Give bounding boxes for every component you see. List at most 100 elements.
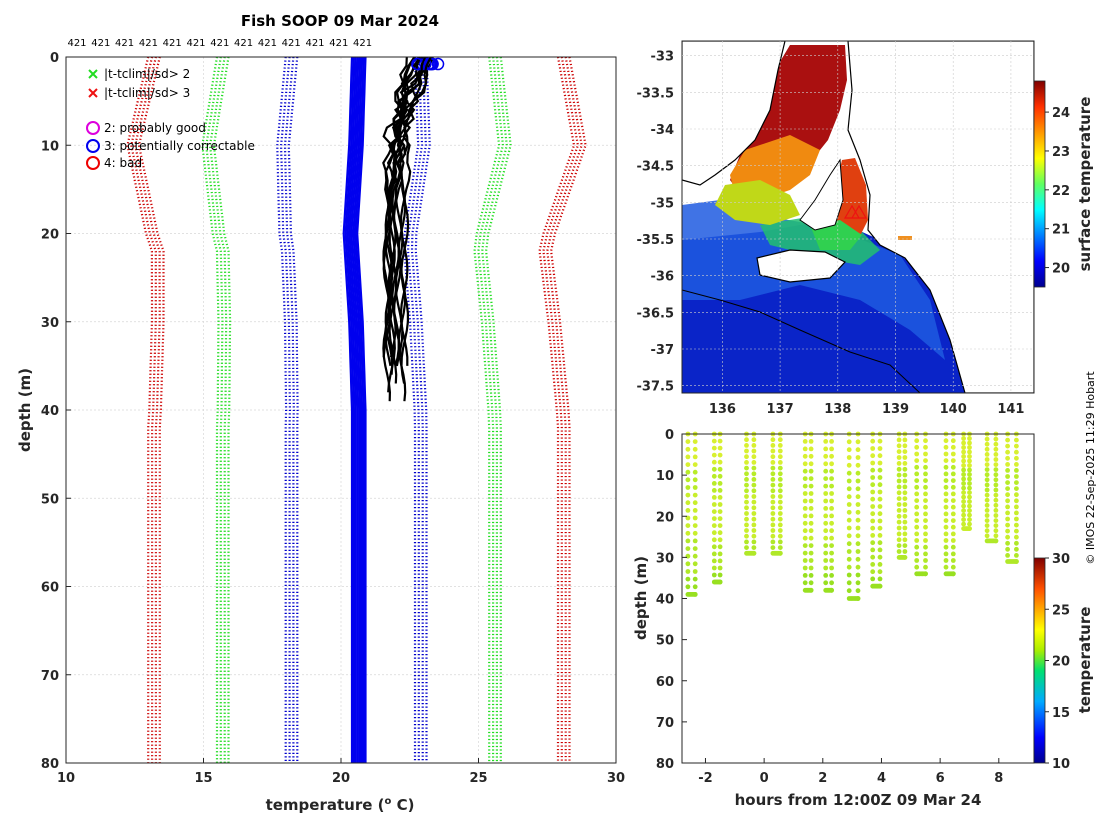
cast-5-up-1	[829, 580, 834, 586]
dt-x-label-5: 8	[994, 771, 1003, 786]
cast-12-up-0	[993, 538, 999, 544]
profile-flag-circle-12	[431, 57, 445, 71]
cast-1-up-4	[717, 551, 723, 557]
cast-10-down-20	[943, 564, 949, 570]
sst-cb-label-1: 21	[1052, 223, 1070, 238]
cast-8-down-3	[896, 449, 902, 454]
cast-7-up-1	[877, 576, 883, 582]
envelope-1-line-2	[205, 56, 224, 763]
cast-11-up-10	[967, 481, 972, 486]
cast-0-down-12	[685, 523, 691, 528]
cast-8-down-14	[896, 513, 902, 519]
cast-1-up-7	[717, 530, 723, 536]
cast-3-down-10	[770, 488, 776, 494]
cast-0-down-15	[685, 546, 691, 551]
offshore-patch	[898, 236, 912, 240]
dt-y-label-7: 70	[656, 716, 674, 731]
dt-x-label-4: 6	[936, 771, 945, 786]
legend-label-0: |t-tclim|/sd> 2	[104, 67, 190, 81]
cast-8-up-16	[902, 461, 908, 466]
envelope-1-line-3	[201, 56, 220, 763]
cast-12-down-15	[984, 508, 990, 513]
cast-1-up-19	[717, 445, 723, 451]
cast-8-up-14	[902, 472, 908, 478]
envelope-3-line-3	[414, 56, 431, 763]
envelope-5-line-0	[538, 56, 576, 763]
cast-1-down-1	[711, 438, 717, 444]
cast-10-up-9	[950, 511, 956, 517]
cast-2-down-11	[744, 494, 749, 499]
cast-8-down-5	[896, 461, 902, 466]
cast-6-down-13	[846, 533, 852, 539]
cast-7-up-7	[877, 533, 883, 538]
cast-1-down-6	[711, 473, 717, 479]
cast-0-up-20	[692, 439, 698, 444]
cast-3-down-8	[770, 477, 776, 482]
cast-3-down-16	[770, 522, 776, 528]
cast-6-down-11	[846, 517, 852, 523]
sst-colorbar-ticks: 20 21 22 23 24	[1045, 106, 1070, 277]
cast-1-down-19	[711, 565, 717, 571]
cast-3-up-13	[777, 477, 783, 482]
cast-7-up-9	[877, 518, 883, 524]
cast-11-down-1	[961, 436, 966, 441]
cast-7-down-9	[870, 496, 876, 502]
cast-2-down-8	[744, 477, 749, 482]
cast-8-up-8	[902, 508, 908, 513]
cast-12-up-12	[993, 477, 999, 483]
cast-9-up-15	[923, 471, 928, 477]
cast-13-up-16	[1014, 462, 1019, 467]
cast-5-down-20	[823, 580, 829, 586]
cast-8-down-1	[896, 437, 902, 443]
cast-8-down-6	[896, 466, 902, 472]
cast-6-up-0	[855, 596, 861, 601]
cast-6-down-1	[846, 439, 852, 445]
map-lat-label-8: -37	[651, 343, 675, 358]
y-tick-label-7: 70	[41, 669, 59, 684]
cast-1-up-3	[717, 558, 723, 564]
cast-0-up-14	[692, 485, 698, 490]
cast-8-up-1	[902, 549, 908, 554]
cast-7-up-10	[877, 511, 883, 517]
cast-7-up-8	[877, 525, 883, 531]
cast-0-up-8	[692, 530, 698, 536]
cast-12-up-18	[993, 446, 999, 452]
cast-6-down-2	[846, 447, 852, 453]
cast-10-down-10	[943, 498, 949, 503]
cast-9-up-8	[923, 518, 928, 523]
cast-12-up-3	[993, 523, 999, 528]
cast-4-down-16	[802, 550, 808, 556]
cast-13-up-3	[1014, 540, 1019, 546]
envelope-3	[403, 56, 431, 763]
cast-3-down-15	[770, 516, 776, 522]
cast-13-up-5	[1014, 528, 1019, 534]
legend-label-4: 4: bad	[104, 156, 142, 170]
cast-0-down-5	[685, 469, 691, 475]
cast-4-up-16	[808, 468, 814, 474]
cast-2-up-5	[751, 522, 757, 528]
cast-13-up-9	[1014, 504, 1019, 510]
top-count-0: 421	[67, 38, 86, 49]
cast-0-up-15	[692, 477, 698, 483]
cast-9-up-3	[923, 551, 928, 557]
cast-8-down-12	[896, 502, 902, 507]
cast-11-up-19	[967, 440, 972, 446]
dt-y-label-1: 10	[656, 469, 674, 484]
cast-5-down-19	[823, 573, 829, 578]
depth-time-xlabel: hours from 12:00Z 09 Mar 24	[735, 791, 982, 809]
profile-line-12	[384, 56, 432, 375]
cast-0-up-6	[692, 546, 698, 551]
cast-3-down-6	[770, 465, 776, 471]
cast-10-down-15	[943, 531, 949, 537]
cast-4-down-19	[802, 573, 808, 578]
cast-6-up-10	[855, 517, 861, 523]
envelope-3-line-1	[406, 56, 424, 763]
cast-0-up-18	[692, 454, 698, 460]
cast-2-down-6	[744, 465, 749, 471]
cast-5-down-18	[823, 565, 829, 571]
cast-10-up-8	[950, 518, 956, 523]
legend-marker-4	[86, 156, 100, 170]
cast-7-up-19	[877, 446, 883, 451]
temperature-colorbar	[1033, 557, 1046, 764]
cast-6-up-1	[855, 588, 861, 594]
